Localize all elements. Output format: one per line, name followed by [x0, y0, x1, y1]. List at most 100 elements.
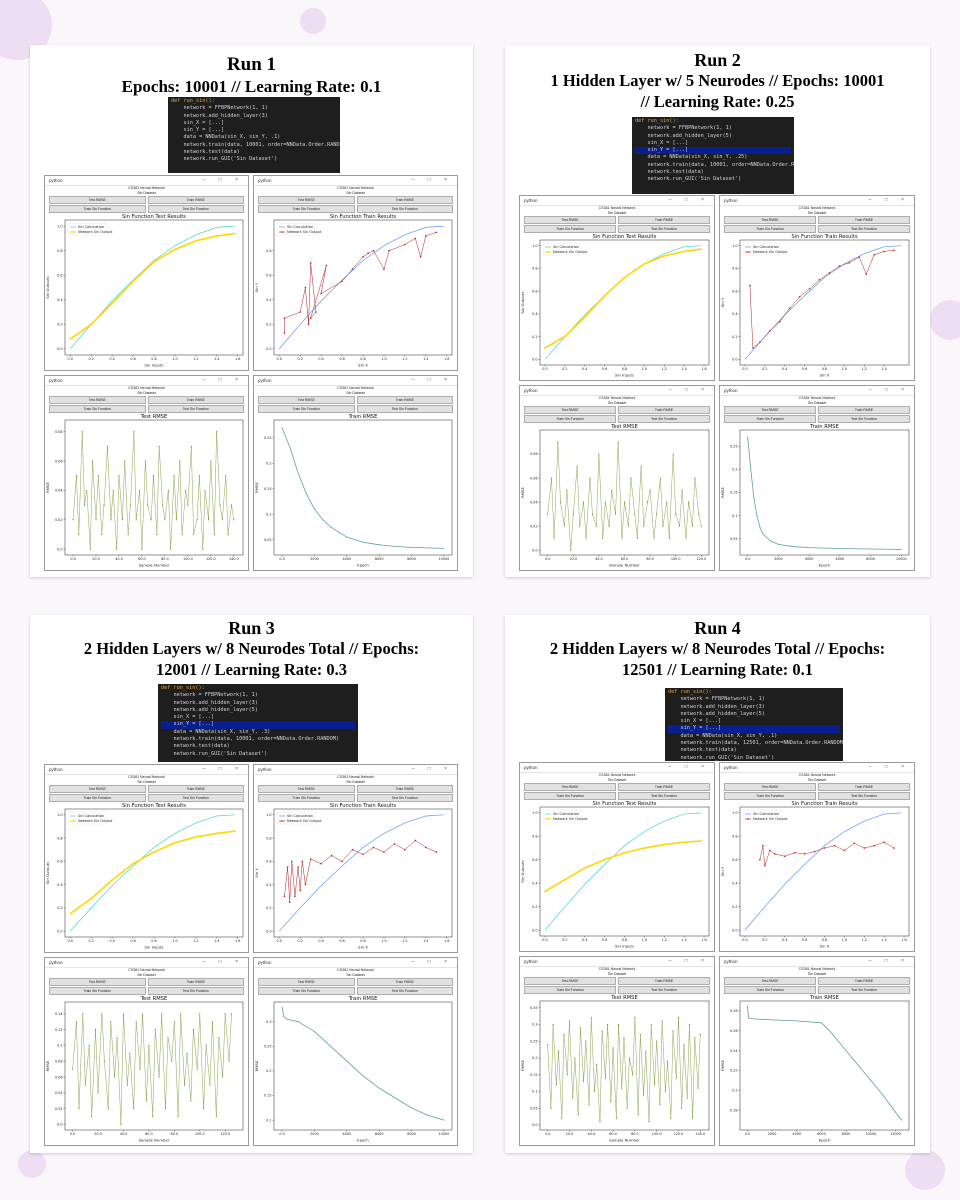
window-controls[interactable]: – □ ×	[202, 959, 244, 965]
window-controls[interactable]: – □ ×	[868, 958, 910, 964]
train-sin-function-button[interactable]: Train Sin Function	[524, 225, 616, 233]
test-rmse-button[interactable]: Test RMSE	[724, 406, 816, 414]
window-controls[interactable]: – □ ×	[868, 197, 910, 203]
window-titlebar[interactable]: python – □ ×	[720, 386, 914, 396]
data-point	[595, 525, 597, 527]
train-rmse-button[interactable]: Train RMSE	[356, 396, 453, 404]
test-sin-function-button[interactable]: Test Sin Function	[618, 986, 710, 994]
train-rmse-button[interactable]: Train RMSE	[618, 406, 710, 414]
test-rmse-button[interactable]: Test RMSE	[49, 785, 146, 793]
train-rmse-button[interactable]: Train RMSE	[818, 216, 910, 224]
test-sin-function-button[interactable]: Test Sin Function	[356, 405, 453, 413]
train-sin-function-button[interactable]: Train Sin Function	[49, 987, 146, 995]
window-controls[interactable]: – □ ×	[868, 764, 910, 770]
test-rmse-button[interactable]: Test RMSE	[724, 216, 816, 224]
train-rmse-button[interactable]: Train RMSE	[818, 406, 910, 414]
test-rmse-button[interactable]: Test RMSE	[258, 978, 355, 986]
test-sin-function-button[interactable]: Test Sin Function	[818, 986, 910, 994]
test-rmse-button[interactable]: Test RMSE	[724, 783, 816, 791]
window-titlebar[interactable]: python – □ ×	[520, 957, 714, 967]
test-sin-function-button[interactable]: Test Sin Function	[147, 987, 244, 995]
window-titlebar[interactable]: python – □ ×	[254, 958, 457, 968]
window-titlebar[interactable]: python – □ ×	[520, 196, 714, 206]
train-rmse-button[interactable]: Train RMSE	[147, 978, 244, 986]
data-point	[139, 1068, 141, 1070]
test-sin-function-button[interactable]: Test Sin Function	[618, 225, 710, 233]
train-rmse-button[interactable]: Train RMSE	[618, 977, 710, 985]
test-rmse-button[interactable]: Test RMSE	[258, 785, 355, 793]
test-rmse-button[interactable]: Test RMSE	[49, 396, 146, 404]
window-controls[interactable]: – □ ×	[202, 177, 244, 183]
window-controls[interactable]: – □ ×	[202, 766, 244, 772]
window-controls[interactable]: – □ ×	[411, 377, 453, 383]
train-sin-function-button[interactable]: Train Sin Function	[524, 415, 616, 423]
window-controls[interactable]: – □ ×	[411, 177, 453, 183]
test-rmse-button[interactable]: Test RMSE	[524, 783, 616, 791]
test-sin-function-button[interactable]: Test Sin Function	[356, 205, 453, 213]
window-titlebar[interactable]: python – □ ×	[254, 765, 457, 775]
test-rmse-button[interactable]: Test RMSE	[724, 977, 816, 985]
window-controls[interactable]: – □ ×	[202, 377, 244, 383]
train-sin-function-button[interactable]: Train Sin Function	[258, 205, 355, 213]
train-sin-function-button[interactable]: Train Sin Function	[258, 405, 355, 413]
data-point	[838, 265, 841, 267]
train-sin-function-button[interactable]: Train Sin Function	[258, 987, 355, 995]
train-sin-function-button[interactable]: Train Sin Function	[49, 794, 146, 802]
test-rmse-button[interactable]: Test RMSE	[524, 216, 616, 224]
test-rmse-button[interactable]: Test RMSE	[524, 977, 616, 985]
test-sin-function-button[interactable]: Test Sin Function	[818, 225, 910, 233]
test-sin-function-button[interactable]: Test Sin Function	[618, 415, 710, 423]
window-titlebar[interactable]: python – □ ×	[254, 376, 457, 386]
window-titlebar[interactable]: python – □ ×	[45, 176, 248, 186]
window-controls[interactable]: – □ ×	[411, 766, 453, 772]
window-controls[interactable]: – □ ×	[668, 387, 710, 393]
train-rmse-button[interactable]: Train RMSE	[818, 977, 910, 985]
test-sin-function-button[interactable]: Test Sin Function	[618, 792, 710, 800]
train-rmse-button[interactable]: Train RMSE	[356, 196, 453, 204]
train-sin-function-button[interactable]: Train Sin Function	[724, 225, 816, 233]
window-titlebar[interactable]: python – □ ×	[45, 376, 248, 386]
window-controls[interactable]: – □ ×	[868, 387, 910, 393]
test-rmse-button[interactable]: Test RMSE	[258, 196, 355, 204]
test-sin-function-button[interactable]: Test Sin Function	[818, 792, 910, 800]
test-sin-function-button[interactable]: Test Sin Function	[147, 205, 244, 213]
train-sin-function-button[interactable]: Train Sin Function	[724, 415, 816, 423]
window-titlebar[interactable]: python – □ ×	[254, 176, 457, 186]
window-titlebar[interactable]: python – □ ×	[45, 958, 248, 968]
train-rmse-button[interactable]: Train RMSE	[147, 396, 244, 404]
train-sin-function-button[interactable]: Train Sin Function	[49, 205, 146, 213]
test-sin-function-button[interactable]: Test Sin Function	[356, 987, 453, 995]
window-titlebar[interactable]: python – □ ×	[720, 196, 914, 206]
train-sin-function-button[interactable]: Train Sin Function	[258, 794, 355, 802]
train-rmse-button[interactable]: Train RMSE	[618, 216, 710, 224]
train-sin-function-button[interactable]: Train Sin Function	[724, 986, 816, 994]
train-sin-function-button[interactable]: Train Sin Function	[524, 986, 616, 994]
train-sin-function-button[interactable]: Train Sin Function	[724, 792, 816, 800]
window-controls[interactable]: – □ ×	[668, 197, 710, 203]
test-rmse-button[interactable]: Test RMSE	[524, 406, 616, 414]
train-rmse-button[interactable]: Train RMSE	[147, 196, 244, 204]
train-rmse-button[interactable]: Train RMSE	[356, 978, 453, 986]
window-titlebar[interactable]: python – □ ×	[520, 763, 714, 773]
train-rmse-button[interactable]: Train RMSE	[818, 783, 910, 791]
app-header-title: CS381 Neural Network	[598, 396, 636, 400]
test-sin-function-button[interactable]: Test Sin Function	[818, 415, 910, 423]
window-titlebar[interactable]: python – □ ×	[720, 957, 914, 967]
window-titlebar[interactable]: python – □ ×	[45, 765, 248, 775]
test-rmse-button[interactable]: Test RMSE	[49, 196, 146, 204]
train-sin-function-button[interactable]: Train Sin Function	[49, 405, 146, 413]
train-sin-function-button[interactable]: Train Sin Function	[524, 792, 616, 800]
window-controls[interactable]: – □ ×	[668, 764, 710, 770]
window-titlebar[interactable]: python – □ ×	[720, 763, 914, 773]
test-sin-function-button[interactable]: Test Sin Function	[147, 794, 244, 802]
train-rmse-button[interactable]: Train RMSE	[618, 783, 710, 791]
test-sin-function-button[interactable]: Test Sin Function	[147, 405, 244, 413]
test-rmse-button[interactable]: Test RMSE	[258, 396, 355, 404]
train-rmse-button[interactable]: Train RMSE	[356, 785, 453, 793]
train-rmse-button[interactable]: Train RMSE	[147, 785, 244, 793]
window-controls[interactable]: – □ ×	[668, 958, 710, 964]
window-titlebar[interactable]: python – □ ×	[520, 386, 714, 396]
test-rmse-button[interactable]: Test RMSE	[49, 978, 146, 986]
window-controls[interactable]: – □ ×	[411, 959, 453, 965]
test-sin-function-button[interactable]: Test Sin Function	[356, 794, 453, 802]
